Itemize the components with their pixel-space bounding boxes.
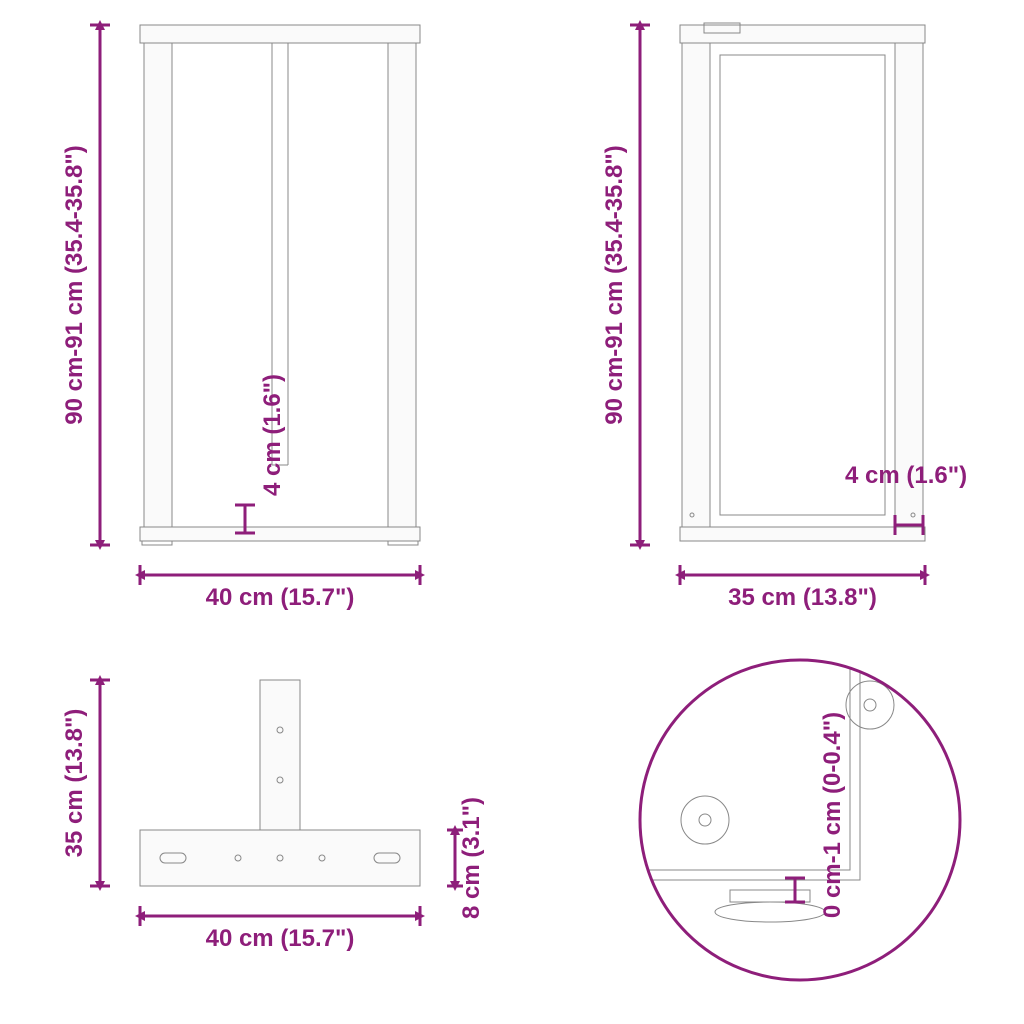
front-height-label: 90 cm-91 cm (35.4-35.8") — [61, 145, 88, 425]
side-leg-label: 4 cm (1.6") — [845, 462, 967, 489]
detail-gap-label: 0 cm-1 cm (0-0.4") — [819, 712, 846, 918]
side-width-label: 35 cm (13.8") — [728, 584, 877, 611]
top-depth-label: 35 cm (13.8") — [61, 709, 88, 858]
top-bar-label: 8 cm (3.1") — [458, 797, 485, 919]
front-width-label: 40 cm (15.7") — [206, 584, 355, 611]
top-view — [140, 680, 420, 886]
top-width-label: 40 cm (15.7") — [206, 925, 355, 952]
side-height-label: 90 cm-91 cm (35.4-35.8") — [601, 145, 628, 425]
detail-view — [600, 620, 960, 980]
front-leg-label: 4 cm (1.6") — [259, 374, 286, 496]
